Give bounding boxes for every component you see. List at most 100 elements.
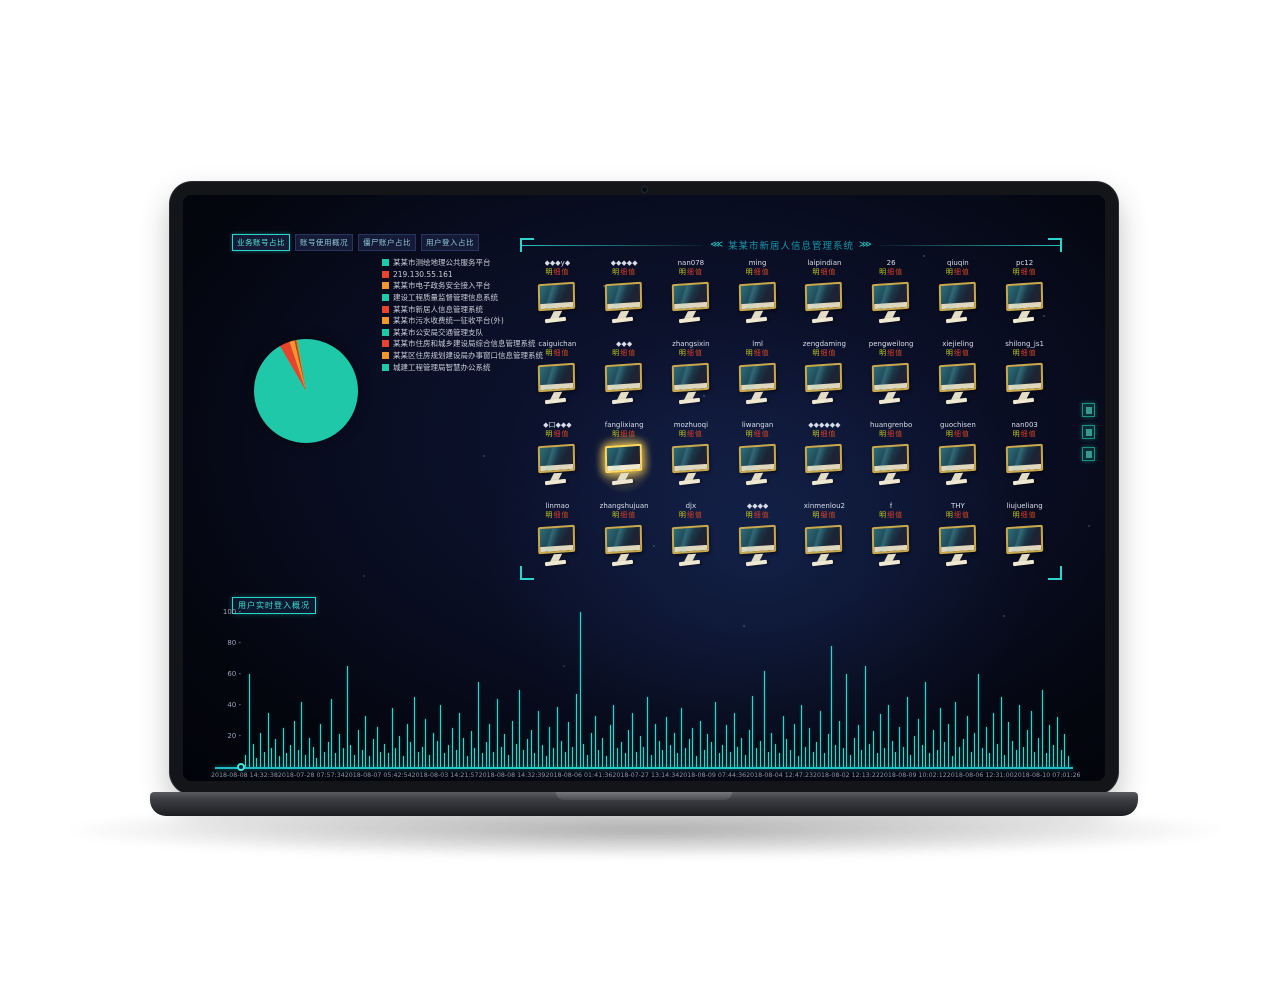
user-cell[interactable]: laipindian 明细值 [791, 254, 858, 335]
detail-char: 明 [612, 349, 621, 357]
bar [1004, 754, 1006, 767]
user-cell[interactable]: djx 明细值 [658, 497, 725, 578]
detail-char: 值 [961, 511, 970, 519]
monitor-icon[interactable] [534, 523, 580, 569]
x-axis-label: 2018-08-02 12:13:22 [813, 772, 880, 779]
monitor-icon[interactable] [801, 442, 847, 488]
legend-swatch [382, 340, 389, 348]
tab-业务账号占比[interactable]: 业务账号占比 [232, 234, 290, 251]
user-cell[interactable]: ◆◆◆◆◆ 明细值 [591, 254, 658, 335]
monitor-icon[interactable] [534, 361, 580, 407]
monitor-icon[interactable] [668, 361, 714, 407]
monitor-icon[interactable] [1002, 361, 1048, 407]
user-cell[interactable]: nan003 明细值 [991, 416, 1058, 497]
user-cell[interactable]: f 明细值 [858, 497, 925, 578]
bar [838, 720, 840, 767]
bar [823, 753, 825, 767]
monitor-icon[interactable] [801, 523, 847, 569]
monitor-icon[interactable] [935, 280, 981, 326]
monitor-icon[interactable] [534, 280, 580, 326]
monitor-icon[interactable] [601, 523, 647, 569]
bar [1053, 745, 1055, 767]
user-cell[interactable]: qiuqin 明细值 [925, 254, 992, 335]
user-name: shilong_js1 [1005, 340, 1044, 348]
user-cell[interactable]: liujueliang 明细值 [991, 497, 1058, 578]
legend-item[interactable]: 某某市污水收费统一征收平台(外) [382, 315, 543, 327]
monitor-icon[interactable] [868, 361, 914, 407]
edge-widget-icon[interactable] [1082, 425, 1095, 439]
detail-char: 值 [1028, 268, 1037, 276]
monitor-icon[interactable] [735, 523, 781, 569]
legend-item[interactable]: 建设工程质量监督管理信息系统 [382, 292, 543, 304]
legend-swatch [382, 363, 389, 371]
user-cell[interactable]: mozhuoqi 明细值 [658, 416, 725, 497]
bar [429, 754, 431, 767]
monitor-icon[interactable] [668, 442, 714, 488]
legend-item[interactable]: 某某市电子政务安全接入平台 [382, 280, 543, 292]
laptop-base [150, 792, 1138, 816]
monitor-icon[interactable] [868, 280, 914, 326]
user-cell[interactable]: THY 明细值 [925, 497, 992, 578]
edge-widget-icon[interactable] [1082, 403, 1095, 417]
user-cell[interactable]: guochisen 明细值 [925, 416, 992, 497]
user-cell[interactable]: zhangshujuan 明细值 [591, 497, 658, 578]
monitor-icon[interactable] [534, 442, 580, 488]
bar [560, 740, 562, 767]
tab-用户登入占比[interactable]: 用户登入占比 [421, 234, 479, 251]
user-cell[interactable]: ◆◆◆ 明细值 [591, 335, 658, 416]
bar [925, 681, 927, 767]
user-cell[interactable]: 26 明细值 [858, 254, 925, 335]
monitor-icon[interactable] [935, 361, 981, 407]
user-cell[interactable]: liwangan 明细值 [724, 416, 791, 497]
monitor-icon[interactable] [935, 523, 981, 569]
datazoom-handle-icon[interactable] [237, 763, 245, 771]
monitor-icon[interactable] [801, 361, 847, 407]
user-cell[interactable]: nan078 明细值 [658, 254, 725, 335]
monitor-icon[interactable] [601, 361, 647, 407]
monitor-icon[interactable] [868, 523, 914, 569]
monitor-icon[interactable] [1002, 442, 1048, 488]
user-cell[interactable]: xinmenlou2 明细值 [791, 497, 858, 578]
user-cell[interactable]: pc12 明细值 [991, 254, 1058, 335]
monitor-icon[interactable] [935, 442, 981, 488]
user-cell[interactable]: zengdaming 明细值 [791, 335, 858, 416]
legend-item[interactable]: 某某市住房和城乡建设局综合信息管理系统 [382, 338, 543, 350]
tab-僵尸账户占比[interactable]: 僵尸账户占比 [358, 234, 416, 251]
user-cell[interactable]: ◆口◆◆◆ 明细值 [524, 416, 591, 497]
monitor-icon[interactable] [668, 523, 714, 569]
user-cell[interactable]: ming 明细值 [724, 254, 791, 335]
user-cell[interactable]: ◆◆◆◆◆◆ 明细值 [791, 416, 858, 497]
user-cell[interactable]: ◆◆◆y◆ 明细值 [524, 254, 591, 335]
legend-item[interactable]: 某某市公安局交通管理支队 [382, 327, 543, 339]
monitor-icon[interactable] [735, 280, 781, 326]
legend-item[interactable]: 某某区住房规划建设局办事窗口信息管理系统 [382, 350, 543, 362]
monitor-icon[interactable] [601, 280, 647, 326]
monitor-icon-highlighted[interactable] [594, 435, 655, 495]
user-cell[interactable]: caiguichan 明细值 [524, 335, 591, 416]
monitor-icon[interactable] [868, 442, 914, 488]
user-cell[interactable]: zhangsixin 明细值 [658, 335, 725, 416]
pie-chart[interactable] [254, 339, 358, 443]
monitor-icon[interactable] [801, 280, 847, 326]
user-cell[interactable]: xiejieling 明细值 [925, 335, 992, 416]
user-detail-text: 明细值 [746, 349, 770, 358]
legend-item[interactable]: 城建工程管理局智慧办公系统 [382, 361, 543, 373]
monitor-icon[interactable] [1002, 280, 1048, 326]
monitor-icon[interactable] [668, 280, 714, 326]
legend-item[interactable]: 某某市测绘地理公共服务平台 [382, 257, 543, 269]
user-cell[interactable]: fanglixiang 明细值 [591, 416, 658, 497]
user-cell[interactable]: lml 明细值 [724, 335, 791, 416]
monitor-screen [738, 443, 776, 474]
user-cell[interactable]: pengweilong 明细值 [858, 335, 925, 416]
user-cell[interactable]: huangrenbo 明细值 [858, 416, 925, 497]
user-cell[interactable]: linmao 明细值 [524, 497, 591, 578]
legend-item[interactable]: 219.130.55.161 [382, 269, 543, 281]
legend-item[interactable]: 某某市新居人信息管理系统 [382, 303, 543, 315]
edge-widget-icon[interactable] [1082, 447, 1095, 461]
user-cell[interactable]: shilong_js1 明细值 [991, 335, 1058, 416]
monitor-icon[interactable] [1002, 523, 1048, 569]
monitor-icon[interactable] [735, 442, 781, 488]
user-cell[interactable]: ◆◆◆◆ 明细值 [724, 497, 791, 578]
monitor-icon[interactable] [735, 361, 781, 407]
tab-账号使用概况[interactable]: 账号使用概况 [295, 234, 353, 251]
